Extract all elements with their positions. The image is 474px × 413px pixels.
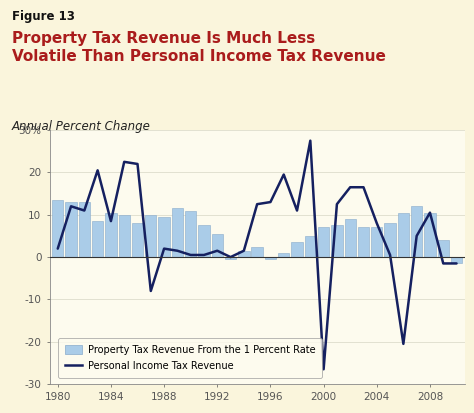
Bar [318,228,329,257]
Bar [278,253,290,257]
Bar [252,247,263,257]
Bar [185,211,196,257]
Bar [411,206,422,257]
Text: Figure 13: Figure 13 [12,10,75,23]
Bar [145,215,156,257]
Bar [79,202,90,257]
Bar [292,242,303,257]
Bar [331,225,343,257]
Bar [65,202,77,257]
Bar [225,257,236,259]
Bar [198,225,210,257]
Text: Annual Percent Change: Annual Percent Change [12,120,151,133]
Bar [92,221,103,257]
Bar [358,228,369,257]
Legend: Property Tax Revenue From the 1 Percent Rate, Personal Income Tax Revenue: Property Tax Revenue From the 1 Percent … [58,338,322,377]
Bar [265,257,276,259]
Bar [211,234,223,257]
Bar [424,213,436,257]
Bar [158,217,170,257]
Bar [398,213,409,257]
Text: Property Tax Revenue Is Much Less
Volatile Than Personal Income Tax Revenue: Property Tax Revenue Is Much Less Volati… [12,31,386,64]
Bar [118,215,130,257]
Bar [345,219,356,257]
Bar [371,228,383,257]
Bar [105,213,117,257]
Bar [238,251,249,257]
Bar [52,200,64,257]
Bar [438,240,449,257]
Bar [384,223,396,257]
Bar [172,209,183,257]
Bar [305,236,316,257]
Bar [132,223,143,257]
Bar [451,257,462,263]
